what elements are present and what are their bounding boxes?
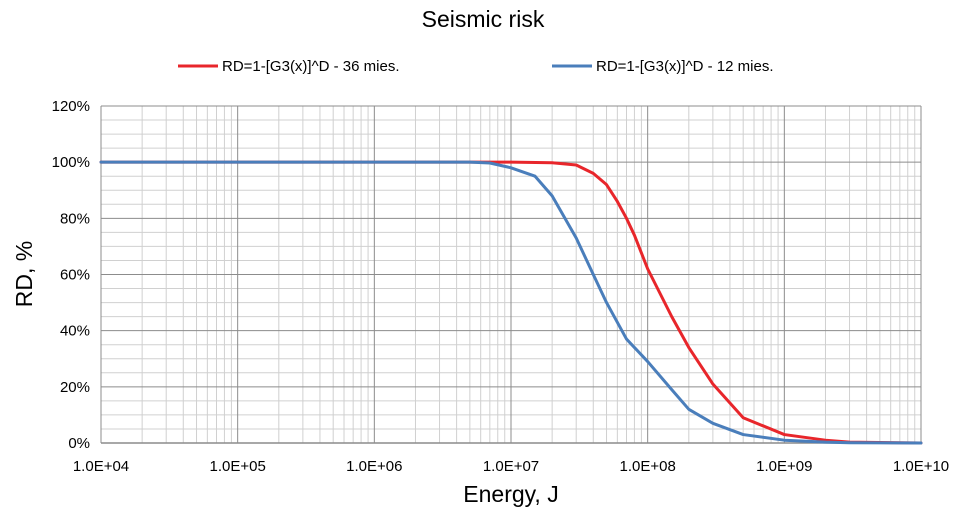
x-tick-label: 1.0E+07 <box>483 458 539 475</box>
y-tick-label: 40% <box>60 323 90 340</box>
y-tick-label: 0% <box>68 435 90 452</box>
x-tick-label: 1.0E+06 <box>346 458 402 475</box>
y-tick-label: 100% <box>52 154 90 171</box>
x-tick-label: 1.0E+05 <box>210 458 266 475</box>
x-axis-title: Energy, J <box>463 481 558 507</box>
x-tick-label: 1.0E+08 <box>620 458 676 475</box>
y-axis-tick-labels: 0% 20% 40% 60% 80% 100% 120% <box>52 98 90 452</box>
plot-series <box>99 160 923 445</box>
legend-label-36-mies: RD=1-[G3(x)]^D - 36 mies. <box>222 58 400 75</box>
series-line-12-mies <box>99 160 923 445</box>
y-tick-label: 80% <box>60 210 90 227</box>
x-axis-tick-labels: 1.0E+04 1.0E+05 1.0E+06 1.0E+07 1.0E+08 1.0E+… <box>73 458 949 475</box>
chart-title: Seismic risk <box>422 6 545 32</box>
legend-label-12-mies: RD=1-[G3(x)]^D - 12 mies. <box>596 58 774 75</box>
y-tick-label: 120% <box>52 98 90 115</box>
x-tick-label: 1.0E+09 <box>756 458 812 475</box>
y-tick-label: 20% <box>60 379 90 396</box>
x-tick-label: 1.0E+10 <box>893 458 949 475</box>
y-axis-title: RD, % <box>11 241 37 307</box>
x-tick-label: 1.0E+04 <box>73 458 129 475</box>
legend: RD=1-[G3(x)]^D - 36 mies. RD=1-[G3(x)]^D… <box>178 58 774 75</box>
series-line-36-mies <box>99 160 923 445</box>
y-tick-label: 60% <box>60 267 90 284</box>
